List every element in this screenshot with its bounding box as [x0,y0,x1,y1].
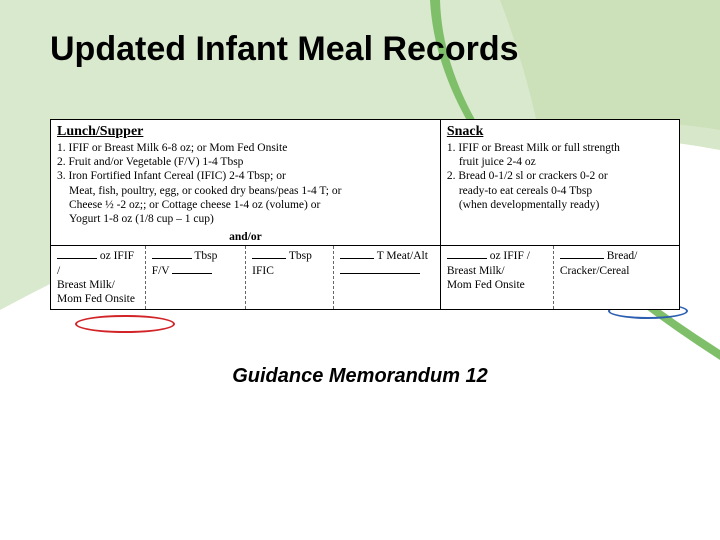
lunch-line-6: Yogurt 1-8 oz (1/8 cup – 1 cup) [57,212,434,226]
blank-snack-ifif[interactable] [447,249,487,259]
blank-ifif-oz[interactable] [57,249,97,259]
andor-label: and/or [229,231,262,243]
blank-meat-name[interactable] [340,264,420,274]
snack-line-2b: ready-to eat cereals 0-4 Tbsp [447,184,673,198]
snack-line-3: (when developmentally ready) [447,198,673,212]
snack-line-2: 2. Bread 0-1/2 sl or crackers 0-2 or [447,169,673,183]
lunch-line-4: Meat, fish, poultry, egg, or cooked dry … [57,184,434,198]
record-c5b: Breast Milk/ [447,265,505,277]
blank-ific-tbsp[interactable] [252,249,286,259]
record-c1b: Breast Milk/ [57,279,115,291]
blank-fv-name[interactable] [172,264,212,274]
snack-line-1: 1. IFIF or Breast Milk or full strength [447,141,673,155]
lunch-line-1: 1. IFIF or Breast Milk 6-8 oz; or Mom Fe… [57,141,434,155]
lunch-line-2: 2. Fruit and/or Vegetable (F/V) 1-4 Tbsp [57,155,434,169]
snack-line-1b: fruit juice 2-4 oz [447,155,673,169]
record-c6b: Cracker/Cereal [560,265,630,277]
blank-fv-tbsp[interactable] [152,249,192,259]
meal-record-form: Lunch/Supper 1. IFIF or Breast Milk 6-8 … [50,119,680,310]
blank-meat-t[interactable] [340,249,374,259]
record-c2b: F/V [152,265,170,277]
blank-bread[interactable] [560,249,604,259]
record-c3b: IFIC [252,265,274,277]
lunch-line-5: Cheese ½ -2 oz;; or Cottage cheese 1-4 o… [57,198,434,212]
record-c1c: Mom Fed Onsite [57,293,135,305]
slide-title: Updated Infant Meal Records [50,30,670,69]
lunch-header: Lunch/Supper [57,123,434,141]
snack-header: Snack [447,123,673,141]
record-c5c: Mom Fed Onsite [447,279,525,291]
footer-text: Guidance Memorandum 12 [50,365,670,388]
lunch-egg: egg, [160,185,179,197]
lunch-line-3: 3. Iron Fortified Infant Cereal (IFIC) 2… [57,169,434,183]
